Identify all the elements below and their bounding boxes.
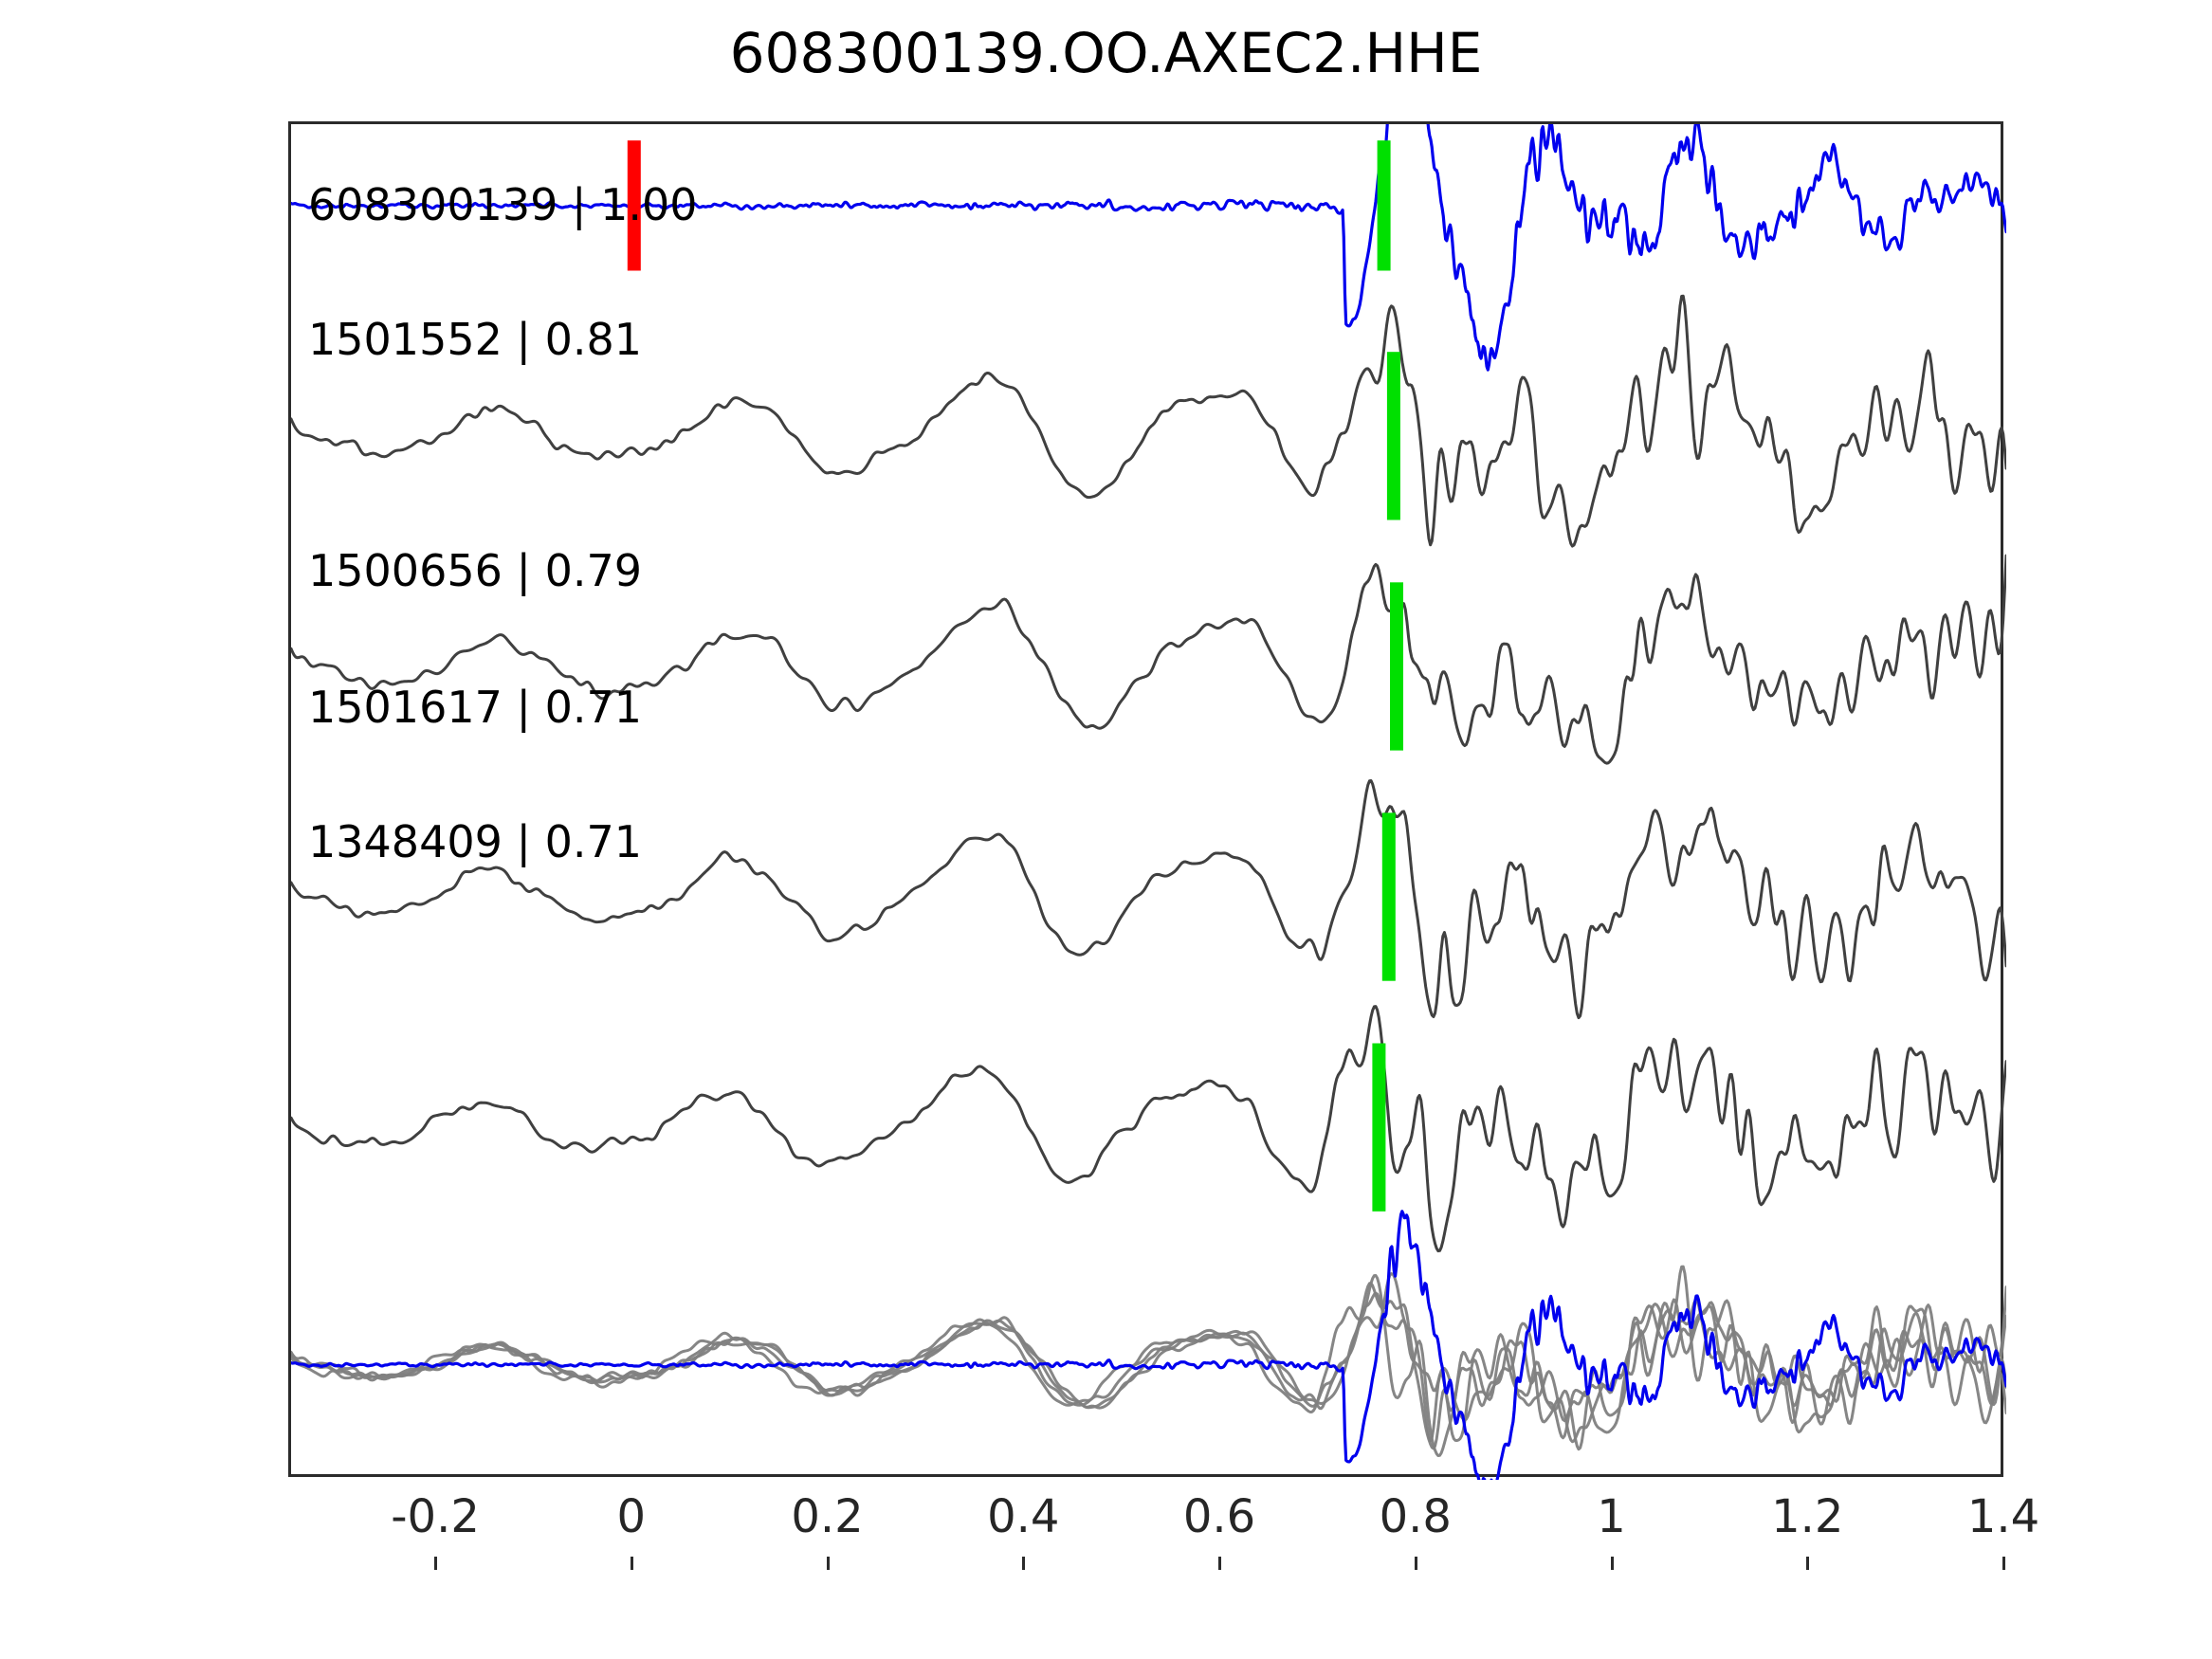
detection-pick-marker xyxy=(1390,582,1403,751)
x-tick-label: 0.6 xyxy=(1182,1490,1256,1543)
x-tick-label: -0.2 xyxy=(391,1490,480,1543)
x-tick-mark xyxy=(1218,1557,1222,1570)
x-tick-label: 1.4 xyxy=(1966,1490,2040,1543)
x-tick-label: 0.4 xyxy=(987,1490,1060,1543)
waveform-canvas xyxy=(291,124,2006,1480)
x-tick-mark xyxy=(1806,1557,1810,1570)
x-tick-label: 0.8 xyxy=(1379,1490,1452,1543)
x-tick-mark xyxy=(1610,1557,1614,1570)
plot-area: 608300139 | 1.00 1501552 | 0.81 1500656 … xyxy=(288,121,2006,1480)
composite-trace-template xyxy=(291,1210,2006,1480)
x-tick-mark xyxy=(434,1557,438,1570)
x-tick-label: 1 xyxy=(1597,1490,1626,1543)
trace-label-1501617: 1501617 | 0.71 xyxy=(308,682,643,733)
x-tick-label: 0 xyxy=(616,1490,647,1543)
x-tick-mark xyxy=(2002,1557,2005,1570)
x-tick-mark xyxy=(826,1557,830,1570)
x-tick-mark xyxy=(1414,1557,1417,1570)
trace-label-1348409: 1348409 | 0.71 xyxy=(308,816,643,867)
trace-label-608300139: 608300139 | 1.00 xyxy=(308,179,698,230)
template-pick-marker xyxy=(627,140,641,271)
waveform-trace-1348409 xyxy=(291,1005,2006,1253)
detection-pick-marker xyxy=(1381,812,1396,981)
trace-label-1501552: 1501552 | 0.81 xyxy=(308,314,643,365)
waveform-trace-608300139 xyxy=(291,124,2006,372)
x-axis-tick-labels: -0.2 0 0.2 0.4 0.6 0.8 1 1.2 1.4 xyxy=(288,1490,2039,1570)
detection-pick-marker xyxy=(1377,140,1391,271)
waveform-trace-1501552 xyxy=(291,294,2006,548)
x-tick-mark xyxy=(630,1557,633,1570)
detection-pick-marker xyxy=(1386,352,1400,520)
page-title: 608300139.OO.AXEC2.HHE xyxy=(729,21,1483,85)
x-tick-mark xyxy=(1022,1557,1026,1570)
waveform-trace-1500656 xyxy=(291,554,2006,765)
detection-pick-marker xyxy=(1372,1043,1386,1212)
composite-trace-1348409 xyxy=(291,1273,2006,1458)
x-tick-label: 0.2 xyxy=(791,1490,864,1543)
x-tick-label: 1.2 xyxy=(1771,1490,1844,1543)
trace-label-1500656: 1500656 | 0.79 xyxy=(308,545,643,596)
waveform-trace-1501617 xyxy=(291,779,2006,1020)
